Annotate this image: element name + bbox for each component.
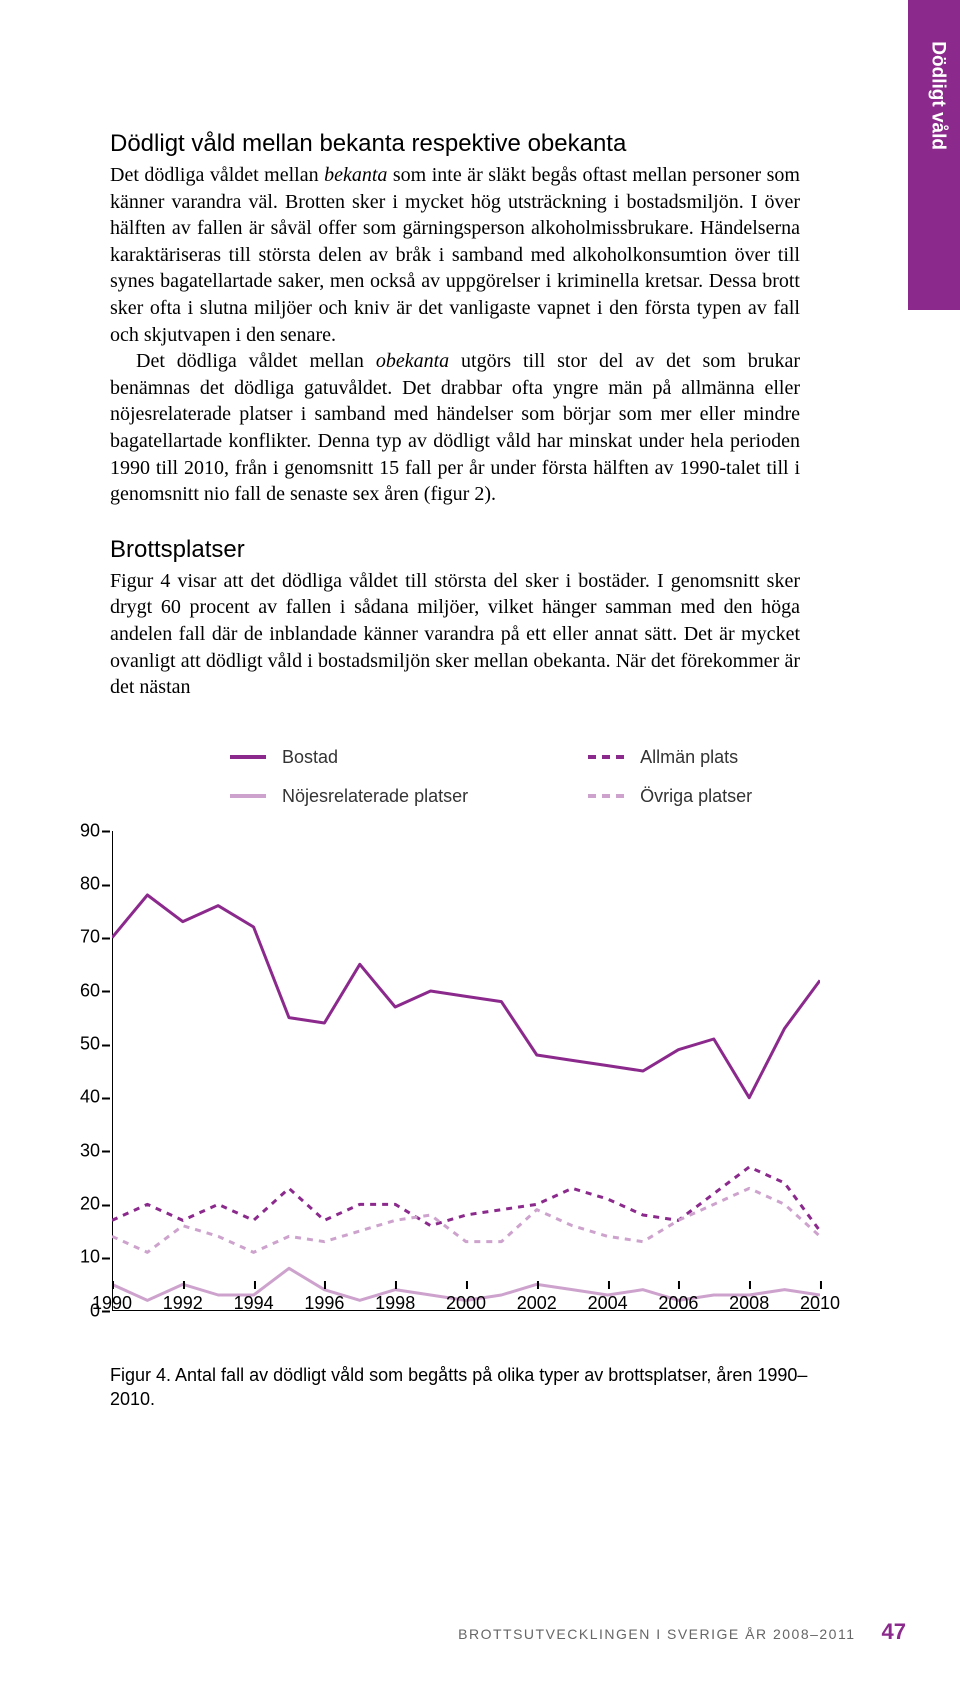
y-tick-label: 50 [60, 1034, 100, 1055]
page-content: Dödligt våld mellan bekanta respektive o… [110, 130, 800, 1411]
para2-pre: Det dödliga våldet mellan [136, 350, 376, 372]
legend-swatch [588, 755, 624, 759]
legend-swatch [230, 794, 266, 798]
legend-swatch [230, 755, 266, 759]
footer-text: brottsutvecklingen i sverige år 2008–201… [458, 1626, 855, 1642]
x-tick-label: 2000 [446, 1293, 486, 1314]
heading-brottsplatser: Brottsplatser [110, 536, 800, 564]
x-tick-label: 2002 [517, 1293, 557, 1314]
x-tick-label: 2008 [729, 1293, 769, 1314]
legend-item-bostad: Bostad [230, 747, 468, 768]
heading-bekanta-obekanta: Dödligt våld mellan bekanta respektive o… [110, 130, 800, 158]
y-tick-label: 20 [60, 1194, 100, 1215]
legend-label: Övriga platser [640, 786, 752, 807]
x-tick-label: 1998 [375, 1293, 415, 1314]
para1-italic: bekanta [324, 164, 387, 186]
x-tick-label: 1992 [163, 1293, 203, 1314]
chart-x-axis: 1990199219941996199820002002200420062008… [112, 1287, 820, 1317]
y-tick-label: 10 [60, 1247, 100, 1268]
x-tick-label: 1996 [304, 1293, 344, 1314]
chart-figure-4: 0102030405060708090 19901992199419961998… [60, 831, 820, 1311]
para3: Figur 4 visar att det dödliga våldet til… [110, 568, 800, 701]
sidebar-tab: Dödligt våld [908, 0, 960, 310]
legend-item-ovriga: Övriga platser [588, 786, 752, 807]
chart-plot-area [112, 831, 820, 1311]
y-tick-label: 60 [60, 980, 100, 1001]
y-tick-label: 80 [60, 874, 100, 895]
figure-caption: Figur 4. Antal fall av dödligt våld som … [110, 1363, 850, 1412]
para1-post: som inte är släkt begås oftast mellan pe… [110, 164, 800, 346]
para1-pre: Det dödliga våldet mellan [110, 164, 324, 186]
x-tick-label: 1994 [234, 1293, 274, 1314]
x-tick-label: 2010 [800, 1293, 840, 1314]
para2-post: utgörs till stor del av det som brukar b… [110, 350, 800, 505]
para1: Det dödliga våldet mellan bekanta som in… [110, 162, 800, 348]
legend-item-nojes: Nöjesrelaterade platser [230, 786, 468, 807]
y-tick-label: 90 [60, 820, 100, 841]
footer-page-number: 47 [882, 1619, 906, 1645]
x-tick-label: 2006 [658, 1293, 698, 1314]
legend-item-allman: Allmän plats [588, 747, 752, 768]
chart-y-axis: 0102030405060708090 [60, 831, 100, 1311]
legend-label: Bostad [282, 747, 338, 768]
legend-label: Nöjesrelaterade platser [282, 786, 468, 807]
y-tick-label: 70 [60, 927, 100, 948]
page-footer: brottsutvecklingen i sverige år 2008–201… [458, 1619, 906, 1645]
x-tick-label: 1990 [92, 1293, 132, 1314]
sidebar-tab-label: Dödligt våld [927, 41, 949, 150]
y-tick-label: 30 [60, 1140, 100, 1161]
para2: Det dödliga våldet mellan obekanta utgör… [110, 348, 800, 508]
para2-italic: obekanta [376, 350, 449, 372]
chart-legend: Bostad Nöjesrelaterade platser Allmän pl… [110, 747, 800, 807]
x-tick-label: 2004 [588, 1293, 628, 1314]
legend-swatch [588, 794, 624, 798]
y-tick-label: 40 [60, 1087, 100, 1108]
legend-label: Allmän plats [640, 747, 738, 768]
